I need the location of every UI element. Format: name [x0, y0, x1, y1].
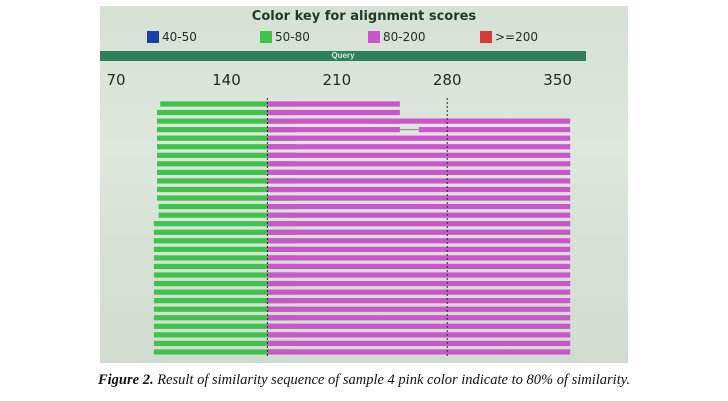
hit-segment-bar	[267, 186, 571, 193]
hit-segment-bar	[267, 306, 571, 312]
legend-swatch-green	[260, 31, 272, 43]
x-tick-label: 70	[106, 71, 125, 89]
hit-segment-bar	[153, 340, 296, 346]
hit-segment-bar	[153, 255, 296, 261]
legend-item-80-200: 80-200	[368, 30, 426, 44]
hit-segment-bar	[157, 186, 296, 193]
hit-segment-bar	[153, 289, 296, 295]
hit-segment-bar	[153, 221, 296, 227]
hit-segment-bar	[267, 169, 571, 175]
x-tick-label: 280	[433, 71, 462, 89]
legend-item-50-80: 50-80	[260, 30, 310, 44]
hit-segment-bar	[160, 101, 296, 107]
hit-segment-bar	[267, 161, 571, 167]
query-axis-bar: Query	[100, 51, 586, 61]
hit-segment-bar	[267, 195, 571, 201]
hit-segment-bar	[157, 178, 296, 184]
hit-segment-bar	[418, 127, 571, 133]
hit-segment-bar	[153, 246, 296, 252]
legend-swatch-blue	[147, 31, 159, 43]
hit-segment-bar	[267, 178, 571, 184]
hit-segment-bar	[267, 152, 571, 158]
x-tick-label: 210	[323, 71, 352, 89]
hit-segment-bar	[267, 272, 571, 278]
hit-segment-bar	[157, 152, 296, 158]
hit-segment-bar	[267, 246, 571, 252]
hit-segment-bar	[158, 212, 296, 218]
hit-segment-bar	[267, 135, 571, 141]
hit-segment-bar	[267, 323, 571, 329]
hit-segment-bar	[267, 255, 571, 261]
hit-segment-bar	[267, 332, 571, 338]
hit-segment-bar	[153, 323, 296, 329]
hit-segment-bar	[267, 144, 571, 150]
hit-segment-bar	[267, 204, 571, 210]
hit-segment-bar	[267, 118, 400, 124]
figure-caption-text: Result of similarity sequence of sample …	[153, 372, 631, 388]
hit-segment-bar	[267, 289, 571, 295]
legend-label: 80-200	[383, 30, 426, 44]
legend-swatch-red	[480, 31, 492, 43]
hit-segment-bar	[368, 118, 571, 124]
color-key-title: Color key for alignment scores	[251, 9, 477, 24]
hit-segment-bar	[153, 263, 296, 270]
hit-segment-bar	[267, 109, 400, 116]
hit-segment-bar	[267, 298, 571, 304]
hit-segment-bar	[267, 349, 571, 355]
hit-segment-bar	[157, 127, 296, 133]
hit-segment-bar	[267, 221, 571, 227]
legend-item-200-plus: >=200	[480, 30, 538, 44]
hit-segment-bar	[153, 315, 296, 321]
hit-segment-bar	[157, 144, 296, 150]
figure-label: Figure 2.	[97, 372, 154, 388]
hit-segment-bar	[153, 280, 296, 287]
hit-segment-bar	[153, 332, 296, 338]
hit-segment-bar	[153, 238, 296, 244]
legend-item-40-50: 40-50	[147, 30, 197, 44]
hit-segment-bar	[157, 118, 296, 124]
legend-label: >=200	[495, 30, 539, 44]
hit-segment-bar	[158, 204, 296, 210]
hit-segment-bar	[267, 212, 571, 218]
hit-segment-bar	[267, 315, 571, 321]
alignment-graphic-photo: Color key for alignment scores 40-50 50-…	[100, 6, 628, 363]
hit-segment-bar	[157, 135, 296, 141]
figure-caption: Figure 2. Result of similarity sequence …	[0, 372, 728, 389]
hit-segment-bar	[157, 109, 296, 116]
hit-segment-bar	[267, 127, 400, 133]
hit-segment-bar	[267, 229, 571, 235]
legend-swatch-pink	[368, 31, 380, 43]
hit-segment-bar	[157, 195, 296, 201]
hit-segment-bar	[267, 263, 571, 270]
hit-segment-bar	[157, 161, 296, 167]
legend-label: 40-50	[162, 30, 197, 44]
hit-segment-bar	[267, 340, 571, 346]
hit-segment-bar	[267, 101, 400, 107]
x-tick-label: 350	[543, 71, 572, 89]
legend-label: 50-80	[275, 30, 310, 44]
hit-segment-bar	[267, 238, 571, 244]
hit-segment-bar	[157, 169, 296, 175]
hit-segment-bar	[153, 349, 296, 355]
alignment-plot-svg: 70 140 210 280 350	[106, 71, 572, 358]
hit-segment-bar	[153, 272, 296, 278]
hit-segment-bar	[267, 280, 571, 287]
hit-segment-bar	[153, 229, 296, 235]
hit-segment-bar	[153, 298, 296, 304]
x-tick-label: 140	[212, 71, 241, 89]
hit-segment-bar	[153, 306, 296, 312]
